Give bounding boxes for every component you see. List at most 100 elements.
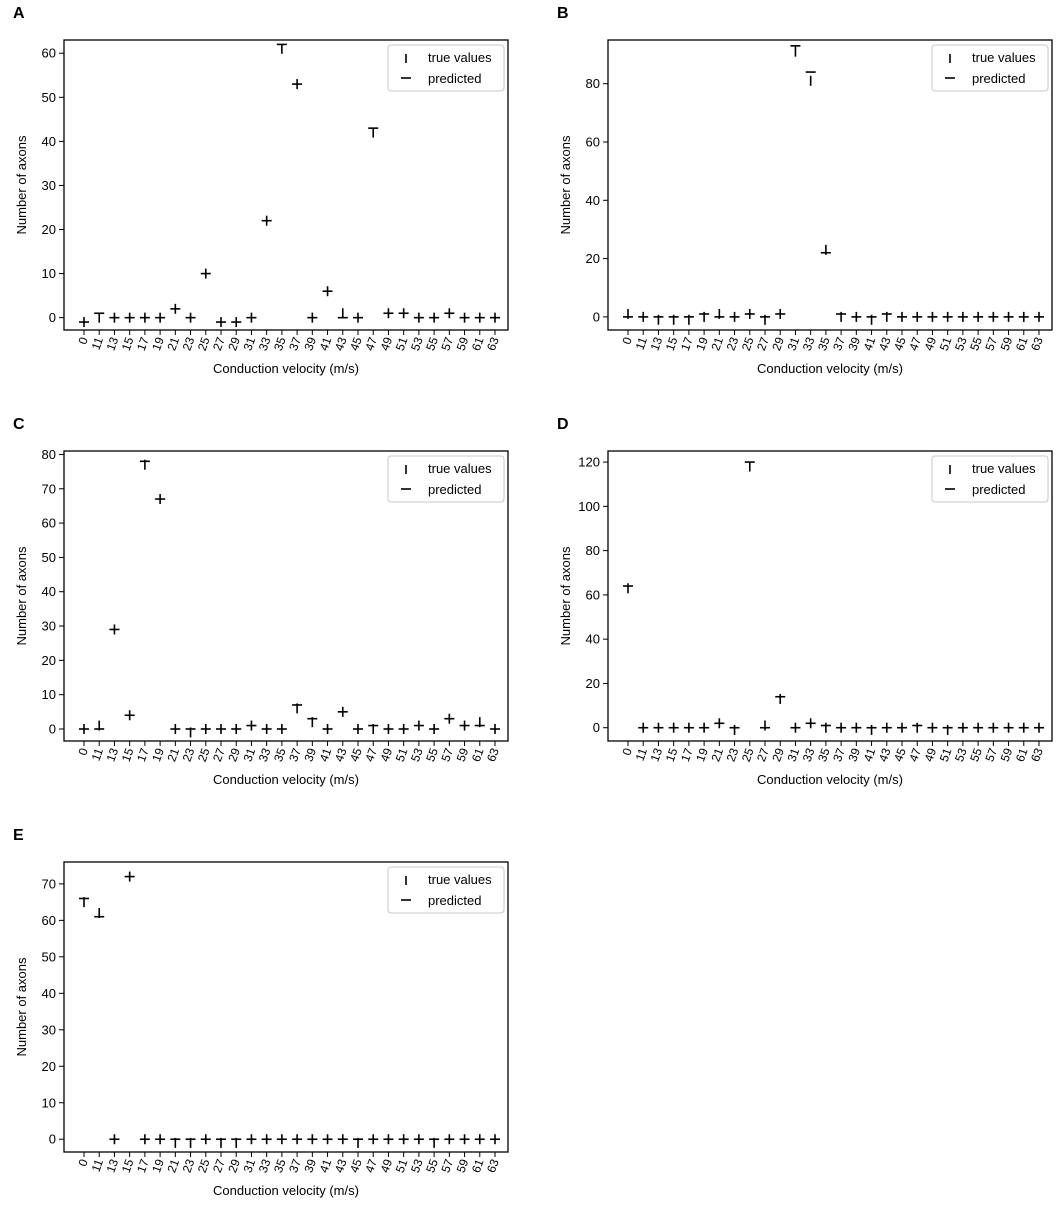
panel-label: D xyxy=(557,416,569,433)
x-tick-label: 29 xyxy=(225,335,243,353)
x-tick-label: 19 xyxy=(149,746,167,764)
x-tick-label: 61 xyxy=(1013,335,1031,353)
x-tick-label: 31 xyxy=(241,335,259,353)
x-tick-label: 45 xyxy=(347,1157,365,1175)
x-tick-label: 63 xyxy=(1028,335,1046,353)
x-tick-label: 53 xyxy=(952,746,970,764)
x-tick-label: 51 xyxy=(393,335,411,353)
legend-true-label: true values xyxy=(428,872,492,887)
x-tick-label: 13 xyxy=(648,335,666,353)
x-tick-label: 41 xyxy=(861,746,879,764)
y-axis-label: Number of axons xyxy=(14,957,29,1056)
x-tick-label: 37 xyxy=(286,335,304,353)
x-tick-label: 43 xyxy=(332,335,350,353)
x-tick-label: 37 xyxy=(830,335,848,353)
legend-predicted-label: predicted xyxy=(428,482,481,497)
x-tick-label: 27 xyxy=(210,335,228,353)
y-tick-label: 0 xyxy=(49,721,56,736)
x-tick-label: 17 xyxy=(134,746,152,764)
x-tick-label: 21 xyxy=(164,1157,182,1175)
x-tick-label: 51 xyxy=(393,746,411,764)
y-tick-label: 60 xyxy=(42,913,56,928)
panel-label: B xyxy=(557,5,569,22)
x-tick-label: 47 xyxy=(362,1157,380,1175)
x-tick-label: 21 xyxy=(708,335,726,353)
x-tick-label: 59 xyxy=(998,746,1016,764)
x-tick-label: 41 xyxy=(317,335,335,353)
x-tick-label: 0 xyxy=(619,335,635,346)
x-tick-label: 33 xyxy=(256,335,274,353)
x-tick-label: 53 xyxy=(408,1157,426,1175)
y-tick-label: 30 xyxy=(42,178,56,193)
x-tick-label: 11 xyxy=(89,1157,107,1174)
panel-label: C xyxy=(13,416,25,433)
y-tick-label: 40 xyxy=(42,134,56,149)
y-tick-label: 100 xyxy=(578,499,600,514)
y-tick-label: 20 xyxy=(586,251,600,266)
x-tick-label: 39 xyxy=(845,335,863,353)
x-tick-label: 57 xyxy=(982,746,1000,764)
y-tick-label: 40 xyxy=(42,986,56,1001)
y-tick-label: 60 xyxy=(42,516,56,531)
x-tick-label: 19 xyxy=(693,335,711,353)
y-tick-label: 60 xyxy=(586,587,600,602)
y-axis-label: Number of axons xyxy=(14,135,29,234)
x-tick-label: 41 xyxy=(861,335,879,353)
y-tick-label: 80 xyxy=(42,447,56,462)
x-tick-label: 57 xyxy=(438,335,456,353)
y-tick-label: 40 xyxy=(42,584,56,599)
legend-box xyxy=(387,455,505,503)
panel-b: B020406080011131517192123252729313335373… xyxy=(557,5,1053,376)
x-tick-label: 27 xyxy=(754,335,772,353)
x-tick-label: 35 xyxy=(815,335,833,353)
x-tick-label: 37 xyxy=(830,746,848,764)
x-tick-label: 21 xyxy=(164,746,182,764)
x-tick-label: 47 xyxy=(906,335,924,353)
y-tick-label: 20 xyxy=(586,676,600,691)
x-tick-label: 43 xyxy=(332,746,350,764)
x-tick-label: 13 xyxy=(104,1157,122,1175)
x-tick-label: 49 xyxy=(922,335,940,353)
x-tick-label: 25 xyxy=(195,335,213,353)
y-tick-label: 30 xyxy=(42,1022,56,1037)
x-axis-label: Conduction velocity (m/s) xyxy=(213,1183,359,1198)
legend-true-label: true values xyxy=(428,50,492,65)
legend-box xyxy=(931,44,1049,92)
x-tick-label: 31 xyxy=(241,746,259,764)
y-tick-label: 10 xyxy=(42,266,56,281)
x-tick-label: 21 xyxy=(708,746,726,764)
x-tick-label: 61 xyxy=(1013,746,1031,764)
x-tick-label: 61 xyxy=(469,335,487,353)
y-tick-label: 70 xyxy=(42,481,56,496)
x-tick-label: 57 xyxy=(438,1157,456,1175)
legend-predicted-label: predicted xyxy=(972,482,1025,497)
x-tick-label: 33 xyxy=(800,746,818,764)
x-tick-label: 39 xyxy=(301,746,319,764)
y-tick-label: 40 xyxy=(586,632,600,647)
y-tick-label: 50 xyxy=(42,90,56,105)
x-tick-label: 11 xyxy=(89,746,107,763)
y-tick-label: 10 xyxy=(42,1095,56,1110)
x-tick-label: 33 xyxy=(800,335,818,353)
x-tick-label: 53 xyxy=(408,335,426,353)
plot-frame xyxy=(63,450,509,742)
x-tick-label: 55 xyxy=(967,746,985,764)
x-tick-label: 63 xyxy=(484,335,502,353)
x-tick-label: 17 xyxy=(134,335,152,353)
x-tick-label: 43 xyxy=(332,1157,350,1175)
x-axis-label: Conduction velocity (m/s) xyxy=(213,361,359,376)
x-tick-label: 21 xyxy=(164,335,182,353)
x-tick-label: 37 xyxy=(286,1157,304,1175)
x-tick-label: 15 xyxy=(663,335,681,353)
x-tick-label: 45 xyxy=(891,335,909,353)
x-tick-label: 0 xyxy=(75,1157,91,1168)
y-tick-label: 40 xyxy=(586,193,600,208)
x-tick-label: 43 xyxy=(876,746,894,764)
legend-predicted-label: predicted xyxy=(972,71,1025,86)
y-tick-label: 50 xyxy=(42,550,56,565)
x-tick-label: 49 xyxy=(378,335,396,353)
y-tick-label: 80 xyxy=(586,543,600,558)
x-tick-label: 15 xyxy=(119,335,137,353)
x-tick-label: 33 xyxy=(256,1157,274,1175)
